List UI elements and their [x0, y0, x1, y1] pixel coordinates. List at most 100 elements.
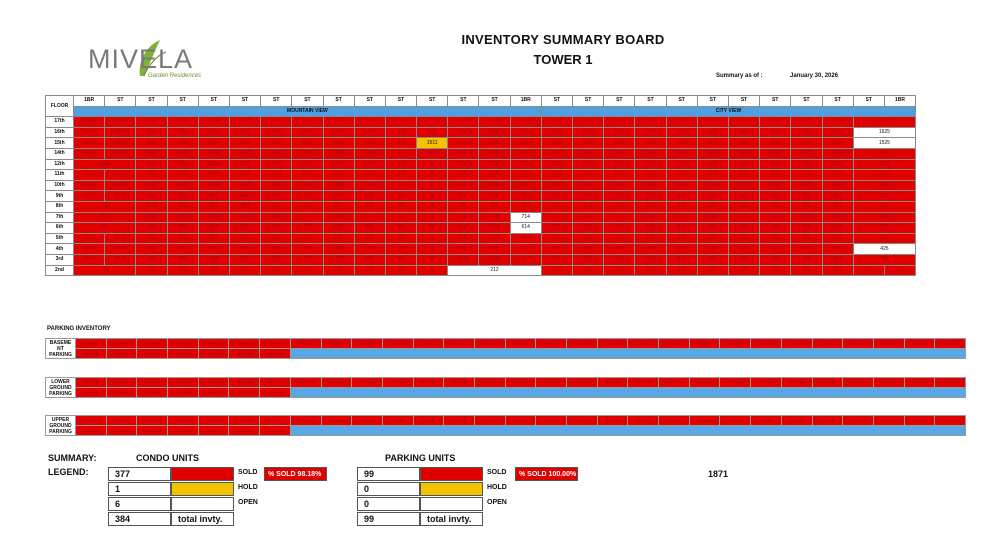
unit-cell: 305 [228, 253, 262, 266]
parking-sold-label: SOLD [487, 469, 507, 476]
parking-slot: T1UG030 [75, 425, 107, 436]
parking-slot: T1LG023 [750, 377, 782, 388]
parking-slot: T1LG008 [289, 377, 322, 388]
unit-cell: 715 [540, 211, 574, 224]
unit-cell: 1212B [478, 158, 511, 171]
unit-cell: 412B [478, 243, 511, 255]
parking-slot: T1UG034 [197, 425, 230, 436]
parking-slot: T1LG031 [105, 387, 138, 398]
unit-cell: 1224 [821, 158, 854, 171]
parking-slot: T1BP006 [228, 338, 261, 349]
unit-cell: 1625 [852, 126, 917, 139]
unit-cell: 1518 [634, 137, 667, 149]
unit-cell: 407 [291, 243, 324, 255]
parking-slot: T1UG016 [535, 415, 567, 426]
unit-cell: 501B [104, 232, 137, 245]
unit-cell: 1406 [260, 147, 293, 160]
parking-slot: T1BP035 [228, 348, 261, 359]
unit-cell: 1615 [540, 126, 574, 139]
unit-cell: 1220 [696, 158, 729, 171]
condo-units-title: CONDO UNITS [136, 453, 199, 463]
unit-cell: 1422 [759, 147, 792, 160]
unit-cell: 807 [322, 200, 355, 213]
unit-cell: 1405 [228, 147, 262, 160]
unit-cell: 1105 [228, 169, 262, 181]
unit-cell: 304 [197, 253, 230, 266]
unit-cell: 514 [509, 232, 542, 245]
unit-type-header: 1BR [72, 95, 106, 107]
unit-cell: 1114 [509, 169, 542, 181]
unit-cell: 1121 [727, 169, 761, 181]
unit-cell: 507 [291, 232, 324, 245]
unit-cell: 1602 [135, 126, 168, 139]
unit-cell: 1418 [634, 147, 667, 160]
parking-table: BASEME NT PARKING T1BP001 T1BP002 T1BP003 T1… [45, 338, 966, 359]
parking-slot: T1LG028 [903, 377, 936, 388]
parking-total-count: 99 [357, 512, 420, 526]
parking-slot: T1LG016 [535, 377, 567, 388]
unit-cell: 415 [540, 243, 574, 255]
parking-slot: T1BP030 [75, 348, 107, 359]
unit-cell: 1619 [665, 126, 698, 139]
unit-cell: 1025 [852, 179, 917, 192]
parking-slot: T1LG027 [872, 377, 905, 388]
unit-type-header: ST [540, 95, 574, 107]
unit-cell: 405 [228, 243, 262, 255]
unit-cell: 208 [322, 264, 355, 277]
unit-cell: 319 [665, 253, 698, 266]
unit-cell: 1718 [634, 116, 667, 128]
parking-slot: T1UG022 [719, 415, 752, 426]
mountain-view-header: MOUNTAIN VIEW [73, 105, 542, 118]
parking-slot: T1UG020 [658, 415, 690, 426]
city-view-header: CITY VIEW [540, 105, 917, 118]
unit-cell: 302 [135, 253, 168, 266]
parking-group-label: LOWER GROUND PARKING [45, 377, 76, 398]
unit-cell: 1610 [384, 126, 418, 139]
unit-cell: 1716 [571, 116, 605, 128]
legend-open-label: OPEN [238, 499, 258, 506]
unit-cell: 1510 [384, 137, 418, 149]
unit-cell: 1608 [322, 126, 355, 139]
unit-cell: 1001A [72, 179, 106, 192]
unit-cell: 923 [790, 190, 823, 202]
unit-cell: 503 [166, 232, 199, 245]
parking-percent-sold: % SOLD 100.00% [515, 467, 578, 481]
unit-cell: 1714 [509, 116, 542, 128]
unit-cell: 403 [166, 243, 199, 255]
parking-slot: T1BP024 [780, 338, 813, 349]
parking-slot: T1LG002 [105, 377, 138, 388]
floor-label: 10th [45, 179, 74, 192]
unit-cell: 1225 [852, 158, 917, 171]
unit-cell: 603 [166, 222, 199, 234]
condo-percent-sold: % SOLD 98.18% [264, 467, 327, 481]
unit-cell: 1609 [353, 126, 386, 139]
unit-cell: 625 [852, 222, 917, 234]
unit-cell: 312B [478, 253, 511, 266]
unit-cell: 523 [790, 232, 823, 245]
unit-type-header: ST [322, 95, 355, 107]
unit-cell: 402 [135, 243, 168, 255]
parking-slot: T1UG032 [136, 425, 169, 436]
unit-cell: 1206 [260, 158, 293, 171]
unit-cell: 712A [447, 211, 480, 224]
condo-total-label: total invty. [171, 512, 234, 526]
unit-cell: 1509 [353, 137, 386, 149]
unit-cell: 1401A [72, 147, 106, 160]
unit-cell: 1120 [696, 169, 729, 181]
unit-cell: 916 [571, 190, 605, 202]
unit-cell: 1712B [478, 116, 511, 128]
unit-cell: 1221 [727, 158, 761, 171]
unit-cell: 1106 [260, 169, 293, 181]
condo-open-count: 6 [108, 497, 171, 511]
unit-cell: 917 [603, 190, 636, 202]
unit-cell: 202 [135, 264, 168, 277]
parking-slot: T1BP028 [903, 338, 936, 349]
unit-cell: 1701A [72, 116, 106, 128]
parking-slot: T1BP023 [750, 338, 782, 349]
unit-cell: 1217 [603, 158, 636, 171]
parking-sold-count: 99 [357, 467, 420, 481]
unit-cell: 511 [416, 232, 449, 245]
unit-type-header: ST [821, 95, 854, 107]
unit-cell: 1214 [509, 158, 542, 171]
parking-slot: T1LG013 [443, 377, 475, 388]
